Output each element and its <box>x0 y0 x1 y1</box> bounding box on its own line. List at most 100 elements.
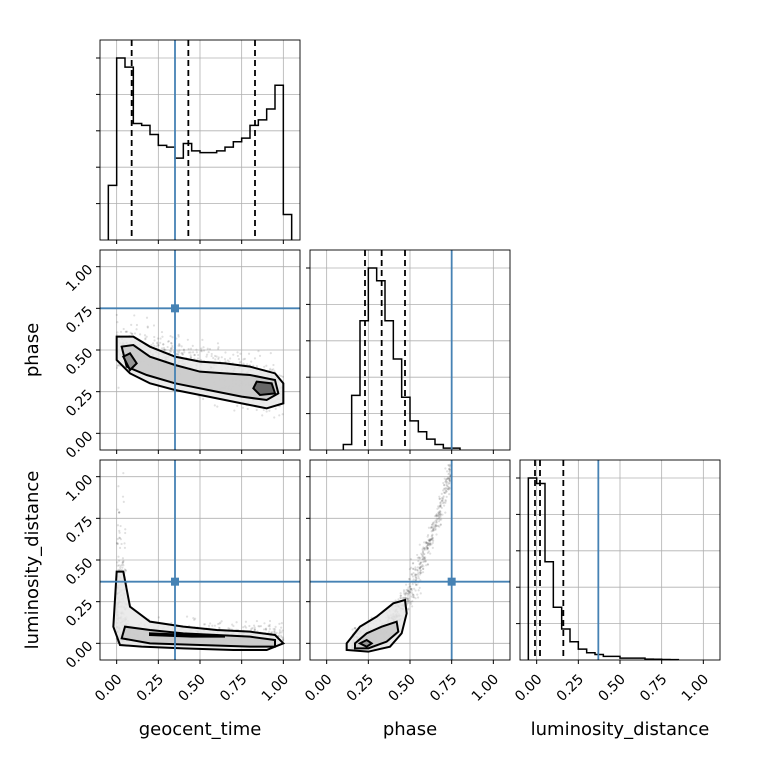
sample-point <box>171 344 174 348</box>
sample-point <box>420 571 423 575</box>
sample-point <box>438 497 441 501</box>
sample-point <box>118 529 121 533</box>
sample-point <box>423 560 426 563</box>
sample-point <box>428 538 431 541</box>
sample-point <box>419 571 422 574</box>
sample-point <box>215 355 218 358</box>
sample-point <box>119 538 122 541</box>
sample-point <box>167 340 170 343</box>
sample-point <box>411 562 415 565</box>
sample-point <box>422 553 425 556</box>
sample-point <box>436 507 439 511</box>
sample-point <box>412 571 415 575</box>
sample-point <box>124 569 127 572</box>
sample-point <box>416 553 419 557</box>
sample-point <box>237 357 241 361</box>
sample-point <box>253 628 257 631</box>
sample-point <box>412 594 415 597</box>
sample-point <box>200 347 203 350</box>
sample-point <box>445 483 448 486</box>
sample-point <box>423 557 426 560</box>
sample-point <box>448 470 451 473</box>
sample-point <box>273 631 276 634</box>
sample-point <box>189 347 193 350</box>
sample-point <box>186 338 189 341</box>
sample-point <box>431 541 434 544</box>
sample-point <box>176 350 179 353</box>
sample-point <box>118 511 121 514</box>
sample-point <box>408 583 411 586</box>
x-tick-label: 0.75 <box>217 672 250 705</box>
sample-point <box>246 363 249 366</box>
sample-point <box>144 337 147 340</box>
sample-point <box>435 515 438 518</box>
sample-point <box>428 539 431 542</box>
histogram-panel-phase <box>306 249 511 454</box>
sample-point <box>135 328 138 331</box>
sample-point <box>117 363 120 367</box>
sample-point <box>124 531 127 535</box>
sample-point <box>253 626 256 629</box>
sample-point <box>418 567 422 570</box>
sample-point <box>448 477 452 480</box>
sample-point <box>219 621 222 624</box>
sample-point <box>427 539 431 542</box>
sample-point <box>414 575 417 579</box>
sample-point <box>152 342 155 345</box>
sample-point <box>236 351 239 354</box>
sample-point <box>166 345 169 349</box>
sample-point <box>448 479 451 483</box>
sample-point <box>192 617 195 620</box>
sample-point <box>447 488 450 491</box>
sample-point <box>427 538 430 542</box>
sample-point <box>444 480 448 483</box>
sample-point <box>274 407 277 410</box>
sample-point <box>264 627 268 630</box>
sample-point <box>262 628 266 631</box>
sample-point <box>124 330 127 333</box>
sample-point <box>439 512 442 516</box>
sample-point <box>169 334 172 338</box>
x-tick-label: 1.00 <box>259 672 292 705</box>
sample-point <box>435 521 438 524</box>
sample-point <box>438 510 441 513</box>
sample-point <box>146 325 149 328</box>
sample-point <box>442 483 446 487</box>
sample-point <box>426 563 429 566</box>
sample-point <box>416 573 420 576</box>
sample-point <box>448 487 451 490</box>
sample-point <box>120 542 123 546</box>
sample-point <box>404 596 407 600</box>
sample-point <box>202 623 206 626</box>
sample-point <box>263 622 266 625</box>
sample-point <box>448 478 451 481</box>
sample-point <box>419 579 422 582</box>
sample-point <box>162 343 165 346</box>
sample-point <box>227 627 230 630</box>
sample-point <box>274 625 277 628</box>
sample-point <box>430 538 433 541</box>
sample-point <box>410 566 413 569</box>
histogram-geocent_time <box>107 57 293 240</box>
sample-point <box>263 365 266 368</box>
sample-point <box>407 590 410 593</box>
sample-point <box>407 589 411 592</box>
sample-point <box>217 356 220 359</box>
sample-point <box>236 404 239 407</box>
sample-point <box>447 476 450 480</box>
sample-point <box>448 493 451 496</box>
sample-point <box>445 478 448 481</box>
sample-point <box>427 550 430 553</box>
sample-point <box>437 520 441 523</box>
sample-point <box>442 501 446 504</box>
sample-point <box>408 568 411 571</box>
sample-point <box>409 588 412 591</box>
sample-point <box>427 541 430 545</box>
sample-point <box>424 564 428 567</box>
sample-point <box>402 589 406 592</box>
sample-point <box>444 489 447 492</box>
sample-point <box>431 534 434 537</box>
sample-point <box>429 542 432 545</box>
sample-point <box>150 343 153 347</box>
panel-content-luminosity_distance_vs_phase <box>345 460 453 653</box>
